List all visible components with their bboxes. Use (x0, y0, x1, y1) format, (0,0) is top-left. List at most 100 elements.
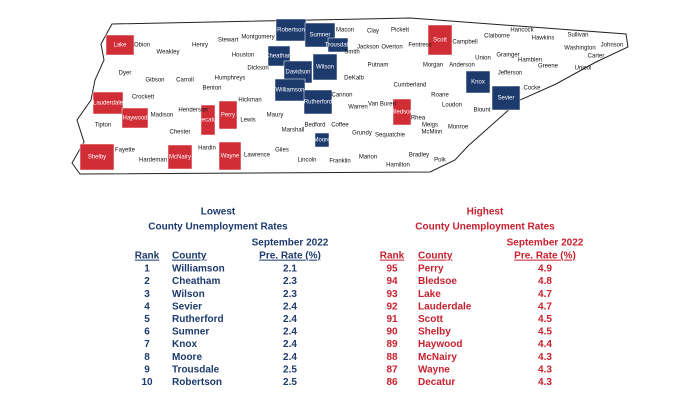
table-cell: 93 (386, 289, 398, 300)
table-cell: 2.3 (283, 289, 297, 300)
table-cell: 4.7 (538, 289, 552, 300)
county-label: Monroe (448, 125, 469, 131)
county-label: Sevier (497, 96, 514, 102)
table-cell: 8 (144, 352, 150, 363)
county-highlight (327, 37, 349, 53)
county-label: Johnson (601, 43, 624, 49)
county-label: Greene (538, 64, 559, 70)
table-cell: Decatur (418, 377, 455, 388)
table-cell: 2.5 (283, 377, 297, 388)
county-label: Houston (232, 53, 254, 59)
county-label: Fentress (408, 43, 431, 49)
county-label: Crockett (132, 95, 155, 101)
table-cell: Lake (418, 289, 441, 300)
county-label: Montgomery (241, 35, 274, 41)
table-title: Highest (467, 207, 504, 218)
county-label: Henderson (178, 108, 207, 114)
county-label: Blount (473, 108, 490, 114)
county-highlight (392, 98, 412, 126)
county-label: Cocke (523, 86, 541, 92)
county-label: Chester (169, 130, 190, 136)
table-cell: Sevier (172, 301, 202, 312)
column-header: County (418, 251, 453, 262)
county-label: Bradley (409, 153, 429, 159)
county-label: Bedford (304, 123, 325, 129)
column-header: Rank (380, 251, 405, 262)
county-label: Hawkins (532, 36, 555, 42)
county-highlight (427, 24, 453, 56)
table-cell: 10 (141, 377, 153, 388)
county-label: Jefferson (498, 71, 523, 77)
county-label: Hardeman (139, 158, 167, 164)
table-cell: 2.4 (283, 327, 297, 338)
county-label: Cheatham (265, 54, 293, 60)
table-cell: Wayne (418, 364, 450, 375)
county-highlight (121, 107, 149, 129)
county-highlight (465, 70, 491, 94)
county-label: Lake (113, 43, 127, 49)
county-label: Coffee (331, 123, 349, 129)
county-highlight (312, 53, 338, 81)
county-label: Macon (336, 28, 354, 34)
table-cell: 87 (386, 364, 398, 375)
county-label: Carroll (176, 78, 194, 84)
table-cell: 94 (386, 276, 398, 287)
county-label: Morgan (423, 63, 443, 69)
table-cell: 4.5 (538, 327, 552, 338)
table-cell: Rutherford (172, 314, 224, 325)
county-label: Unicoi (575, 66, 592, 72)
table-cell: Shelby (418, 327, 451, 338)
county-label: Overton (381, 45, 402, 51)
table-cell: 2.3 (283, 276, 297, 287)
table-cell: 88 (386, 352, 398, 363)
county-label: McMinn (421, 130, 442, 136)
county-label: Dyer (119, 71, 132, 77)
county-label: Hamilton (386, 163, 410, 169)
county-label: Smith (344, 50, 359, 56)
county-label: Lincoln (297, 158, 316, 164)
table-subtitle: County Unemployment Rates (415, 222, 555, 233)
county-label: Scott (433, 38, 447, 44)
table-cell: Moore (172, 352, 202, 363)
county-label: Humphreys (215, 76, 246, 82)
table-cell: 95 (386, 264, 398, 275)
county-label: DeKalb (344, 76, 364, 82)
table-cell: 5 (144, 314, 150, 325)
county-label: Marshall (282, 128, 305, 134)
county-label: Haywood (122, 116, 147, 122)
county-label: Stewart (218, 38, 239, 44)
table-cell: 9 (144, 364, 150, 375)
county-label: Sullivan (567, 33, 588, 39)
county-label: Henry (192, 43, 208, 49)
county-highlight (167, 144, 193, 170)
table-cell: 4.5 (538, 314, 552, 325)
table-cell: 92 (386, 301, 398, 312)
table-cell: Knox (172, 339, 197, 350)
table-cell: 91 (386, 314, 398, 325)
county-label: Wilson (316, 65, 334, 71)
column-header: Pre. Rate (%) (259, 251, 321, 262)
table-title: Lowest (201, 207, 236, 218)
table-cell: Bledsoe (418, 276, 457, 287)
county-label: Gibson (145, 78, 164, 84)
county-label: Perry (221, 113, 235, 119)
county-label: Williamson (275, 88, 304, 94)
table-cell: 4.9 (538, 264, 552, 275)
table-cell: 7 (144, 339, 150, 350)
county-label: Tipton (95, 123, 111, 129)
table-cell: 4 (144, 301, 150, 312)
table-cell: Williamson (172, 264, 225, 275)
county-label: Franklin (329, 159, 350, 165)
table-period: September 2022 (252, 238, 329, 249)
county-label: Sequatchie (375, 133, 406, 139)
table-cell: 6 (144, 327, 150, 338)
county-highlight (105, 34, 135, 56)
county-label: Giles (275, 148, 289, 154)
county-label: Moore (313, 138, 331, 144)
county-label: Hardin (198, 146, 216, 152)
table-cell: McNairy (418, 352, 457, 363)
county-label: Rutherford (304, 100, 332, 106)
table-period: September 2022 (507, 238, 584, 249)
county-label: Maury (267, 113, 284, 119)
county-label: Sumner (309, 33, 330, 39)
